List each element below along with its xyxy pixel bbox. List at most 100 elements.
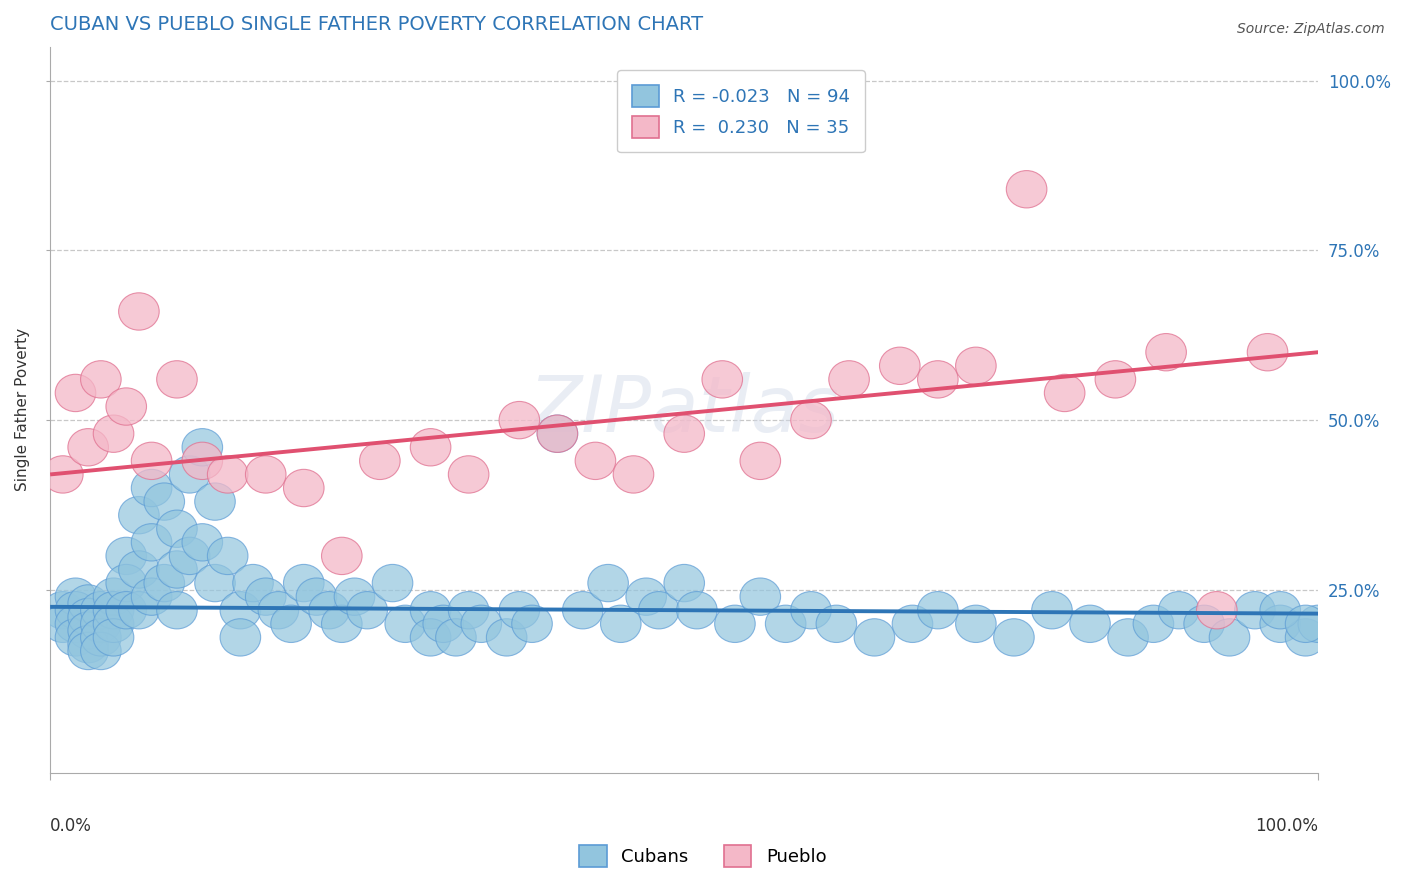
Ellipse shape (1007, 170, 1047, 208)
Ellipse shape (537, 415, 578, 452)
Legend: R = -0.023   N = 94, R =  0.230   N = 35: R = -0.023 N = 94, R = 0.230 N = 35 (617, 70, 865, 153)
Ellipse shape (80, 605, 121, 642)
Ellipse shape (118, 497, 159, 533)
Ellipse shape (55, 578, 96, 615)
Ellipse shape (105, 565, 146, 602)
Ellipse shape (67, 428, 108, 466)
Ellipse shape (181, 524, 222, 561)
Ellipse shape (93, 578, 134, 615)
Ellipse shape (93, 619, 134, 656)
Ellipse shape (67, 612, 108, 649)
Ellipse shape (765, 605, 806, 642)
Ellipse shape (562, 591, 603, 629)
Ellipse shape (93, 605, 134, 642)
Ellipse shape (118, 551, 159, 588)
Ellipse shape (42, 605, 83, 642)
Ellipse shape (67, 585, 108, 622)
Ellipse shape (1095, 360, 1136, 398)
Ellipse shape (588, 565, 628, 602)
Ellipse shape (1070, 605, 1111, 642)
Ellipse shape (131, 442, 172, 480)
Ellipse shape (1146, 334, 1187, 371)
Ellipse shape (55, 619, 96, 656)
Ellipse shape (67, 625, 108, 663)
Ellipse shape (143, 565, 184, 602)
Ellipse shape (373, 565, 413, 602)
Ellipse shape (740, 442, 780, 480)
Ellipse shape (143, 483, 184, 520)
Ellipse shape (512, 605, 553, 642)
Ellipse shape (322, 605, 363, 642)
Ellipse shape (626, 578, 666, 615)
Ellipse shape (1108, 619, 1149, 656)
Ellipse shape (537, 415, 578, 452)
Ellipse shape (360, 442, 401, 480)
Ellipse shape (284, 565, 323, 602)
Ellipse shape (499, 591, 540, 629)
Ellipse shape (714, 605, 755, 642)
Ellipse shape (322, 537, 363, 574)
Ellipse shape (1285, 605, 1326, 642)
Ellipse shape (55, 375, 96, 411)
Ellipse shape (1045, 375, 1085, 411)
Ellipse shape (181, 442, 222, 480)
Ellipse shape (93, 591, 134, 629)
Ellipse shape (1032, 591, 1073, 629)
Ellipse shape (208, 537, 247, 574)
Ellipse shape (169, 456, 209, 493)
Ellipse shape (297, 578, 337, 615)
Ellipse shape (853, 619, 894, 656)
Ellipse shape (918, 360, 957, 398)
Text: Source: ZipAtlas.com: Source: ZipAtlas.com (1237, 22, 1385, 37)
Ellipse shape (1133, 605, 1174, 642)
Ellipse shape (55, 605, 96, 642)
Ellipse shape (42, 456, 83, 493)
Ellipse shape (702, 360, 742, 398)
Ellipse shape (411, 619, 451, 656)
Ellipse shape (790, 401, 831, 439)
Ellipse shape (880, 347, 920, 384)
Ellipse shape (221, 619, 260, 656)
Ellipse shape (271, 605, 311, 642)
Ellipse shape (411, 428, 451, 466)
Ellipse shape (335, 578, 375, 615)
Ellipse shape (156, 510, 197, 548)
Text: ZIPatlas: ZIPatlas (529, 372, 839, 448)
Ellipse shape (1197, 591, 1237, 629)
Ellipse shape (461, 605, 502, 642)
Ellipse shape (131, 469, 172, 507)
Ellipse shape (411, 591, 451, 629)
Ellipse shape (105, 388, 146, 425)
Ellipse shape (156, 360, 197, 398)
Ellipse shape (790, 591, 831, 629)
Ellipse shape (131, 524, 172, 561)
Ellipse shape (221, 591, 260, 629)
Ellipse shape (246, 578, 285, 615)
Ellipse shape (259, 591, 298, 629)
Ellipse shape (918, 591, 957, 629)
Ellipse shape (664, 415, 704, 452)
Ellipse shape (181, 428, 222, 466)
Ellipse shape (436, 619, 477, 656)
Ellipse shape (486, 619, 527, 656)
Ellipse shape (740, 578, 780, 615)
Legend: Cubans, Pueblo: Cubans, Pueblo (572, 838, 834, 874)
Ellipse shape (194, 483, 235, 520)
Ellipse shape (1247, 334, 1288, 371)
Ellipse shape (815, 605, 856, 642)
Ellipse shape (80, 360, 121, 398)
Ellipse shape (118, 293, 159, 330)
Ellipse shape (994, 619, 1035, 656)
Ellipse shape (956, 605, 997, 642)
Ellipse shape (1285, 619, 1326, 656)
Y-axis label: Single Father Poverty: Single Father Poverty (15, 328, 30, 491)
Ellipse shape (347, 591, 388, 629)
Ellipse shape (131, 578, 172, 615)
Ellipse shape (676, 591, 717, 629)
Ellipse shape (638, 591, 679, 629)
Ellipse shape (309, 591, 350, 629)
Ellipse shape (208, 456, 247, 493)
Ellipse shape (93, 415, 134, 452)
Ellipse shape (893, 605, 932, 642)
Ellipse shape (1260, 605, 1301, 642)
